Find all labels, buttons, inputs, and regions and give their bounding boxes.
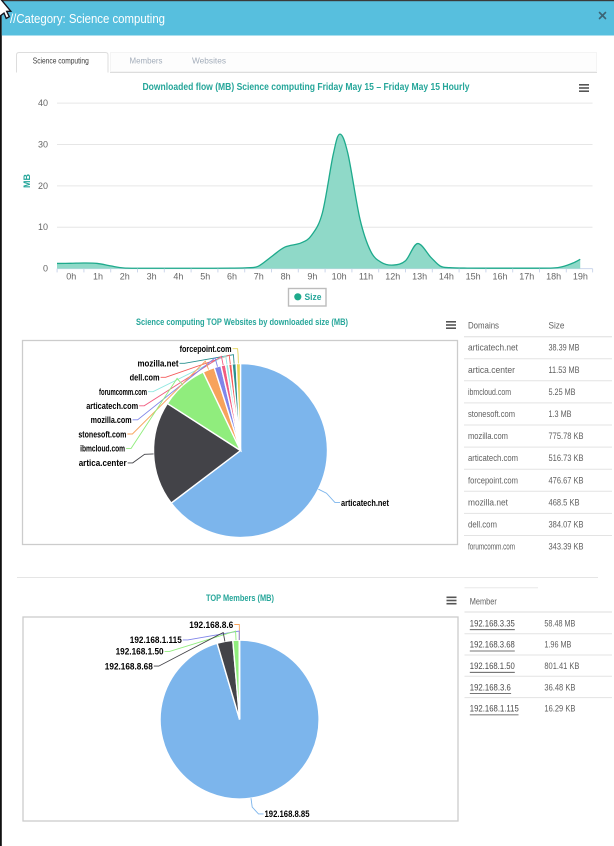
svg-text:articatech.com: articatech.com bbox=[468, 453, 518, 464]
svg-text:forcepoint.com: forcepoint.com bbox=[180, 344, 232, 355]
svg-text:11.53 MB: 11.53 MB bbox=[549, 365, 580, 376]
svg-text:16h: 16h bbox=[492, 272, 507, 282]
svg-text:38.39 MB: 38.39 MB bbox=[549, 343, 580, 354]
svg-text:14h: 14h bbox=[439, 272, 454, 282]
svg-text:10h: 10h bbox=[332, 272, 347, 282]
svg-text:stonesoft.com: stonesoft.com bbox=[78, 429, 126, 440]
svg-text:18h: 18h bbox=[546, 272, 561, 282]
svg-text:Members: Members bbox=[130, 55, 163, 65]
svg-text:2h: 2h bbox=[120, 272, 130, 282]
svg-text:1h: 1h bbox=[93, 272, 103, 282]
svg-text:5h: 5h bbox=[200, 272, 210, 282]
svg-text:1.3 MB: 1.3 MB bbox=[549, 409, 572, 420]
svg-text:forumcomm.com: forumcomm.com bbox=[468, 542, 515, 553]
svg-text:Science computing: Science computing bbox=[33, 55, 89, 65]
svg-text:17h: 17h bbox=[519, 272, 534, 282]
svg-text:Downloaded flow (MB) Science c: Downloaded flow (MB) Science computing F… bbox=[143, 82, 470, 93]
svg-text:mozilla.net: mozilla.net bbox=[468, 497, 508, 508]
svg-text:775.78 KB: 775.78 KB bbox=[549, 431, 584, 442]
svg-text:40: 40 bbox=[38, 98, 48, 108]
svg-text:343.39 KB: 343.39 KB bbox=[549, 542, 584, 553]
svg-text:mozilla.com: mozilla.com bbox=[91, 415, 132, 426]
svg-text:6h: 6h bbox=[227, 272, 237, 282]
svg-text:16.29 KB: 16.29 KB bbox=[544, 704, 575, 715]
svg-text:192.168.3.6: 192.168.3.6 bbox=[470, 682, 511, 693]
svg-text:0h: 0h bbox=[66, 272, 76, 282]
svg-text:articatech.com: articatech.com bbox=[86, 401, 138, 412]
svg-text:forcepoint.com: forcepoint.com bbox=[468, 475, 518, 486]
svg-text:artica.center: artica.center bbox=[468, 365, 515, 376]
svg-text:384.07 KB: 384.07 KB bbox=[549, 520, 584, 531]
svg-text:58.48 MB: 58.48 MB bbox=[544, 618, 575, 629]
svg-text:192.168.1.115: 192.168.1.115 bbox=[130, 635, 183, 646]
svg-text:Size: Size bbox=[305, 292, 322, 302]
svg-text:19h: 19h bbox=[573, 272, 588, 282]
svg-text:7h: 7h bbox=[254, 272, 264, 282]
svg-text:15h: 15h bbox=[466, 272, 481, 282]
svg-text:Size: Size bbox=[549, 321, 565, 332]
svg-text:10: 10 bbox=[38, 222, 48, 232]
svg-text:192.168.3.68: 192.168.3.68 bbox=[470, 640, 515, 651]
svg-text:Websites: Websites bbox=[192, 55, 226, 65]
svg-text:artica.center: artica.center bbox=[79, 458, 127, 469]
svg-text:20: 20 bbox=[38, 181, 48, 191]
svg-text:192.168.8.68: 192.168.8.68 bbox=[105, 661, 153, 672]
svg-text:192.168.1.115: 192.168.1.115 bbox=[470, 704, 519, 715]
svg-text:stonesoft.com: stonesoft.com bbox=[468, 409, 515, 420]
svg-text:476.67 KB: 476.67 KB bbox=[549, 475, 584, 486]
svg-text:192.168.8.6: 192.168.8.6 bbox=[189, 620, 233, 631]
svg-text:Domains: Domains bbox=[468, 321, 499, 332]
svg-text:TOP Members (MB): TOP Members (MB) bbox=[206, 593, 274, 604]
svg-text:ibmcloud.com: ibmcloud.com bbox=[468, 387, 511, 398]
svg-text:articatech.net: articatech.net bbox=[468, 343, 518, 354]
svg-text:516.73 KB: 516.73 KB bbox=[549, 453, 584, 464]
svg-text:468.5 KB: 468.5 KB bbox=[549, 497, 580, 508]
svg-text:dell.com: dell.com bbox=[130, 373, 160, 384]
svg-text:Member: Member bbox=[470, 596, 497, 607]
svg-text:30: 30 bbox=[38, 140, 48, 150]
svg-text:192.168.1.50: 192.168.1.50 bbox=[470, 661, 515, 672]
svg-text:12h: 12h bbox=[385, 272, 400, 282]
svg-text:mozilla.net: mozilla.net bbox=[138, 359, 180, 370]
svg-text:5.25 MB: 5.25 MB bbox=[549, 387, 576, 398]
svg-text:ibmcloud.com: ibmcloud.com bbox=[80, 444, 125, 455]
svg-text:dell.com: dell.com bbox=[468, 520, 497, 531]
svg-text:mozilla.com: mozilla.com bbox=[468, 431, 508, 442]
svg-text:11h: 11h bbox=[359, 272, 373, 282]
svg-text:9h: 9h bbox=[307, 272, 317, 282]
svg-text:8h: 8h bbox=[281, 272, 291, 282]
svg-text:Science computing TOP Websites: Science computing TOP Websites by downlo… bbox=[136, 317, 348, 328]
svg-text:801.41 KB: 801.41 KB bbox=[544, 661, 579, 672]
svg-text:articatech.net: articatech.net bbox=[341, 498, 390, 509]
svg-text:0: 0 bbox=[43, 264, 48, 274]
svg-text:13h: 13h bbox=[412, 272, 427, 282]
svg-text:3h: 3h bbox=[147, 272, 157, 282]
svg-text:forumcomm.com: forumcomm.com bbox=[99, 387, 147, 398]
svg-text:1.96 MB: 1.96 MB bbox=[544, 640, 571, 651]
svg-text:192.168.8.85: 192.168.8.85 bbox=[265, 809, 311, 820]
svg-text:4h: 4h bbox=[173, 272, 183, 282]
svg-text:192.168.1.50: 192.168.1.50 bbox=[116, 647, 164, 658]
svg-text:192.168.3.35: 192.168.3.35 bbox=[470, 618, 515, 629]
svg-text:36.48 KB: 36.48 KB bbox=[544, 682, 575, 693]
svg-text://Category: Science computing: //Category: Science computing bbox=[10, 12, 165, 26]
svg-text:MB: MB bbox=[22, 174, 32, 188]
